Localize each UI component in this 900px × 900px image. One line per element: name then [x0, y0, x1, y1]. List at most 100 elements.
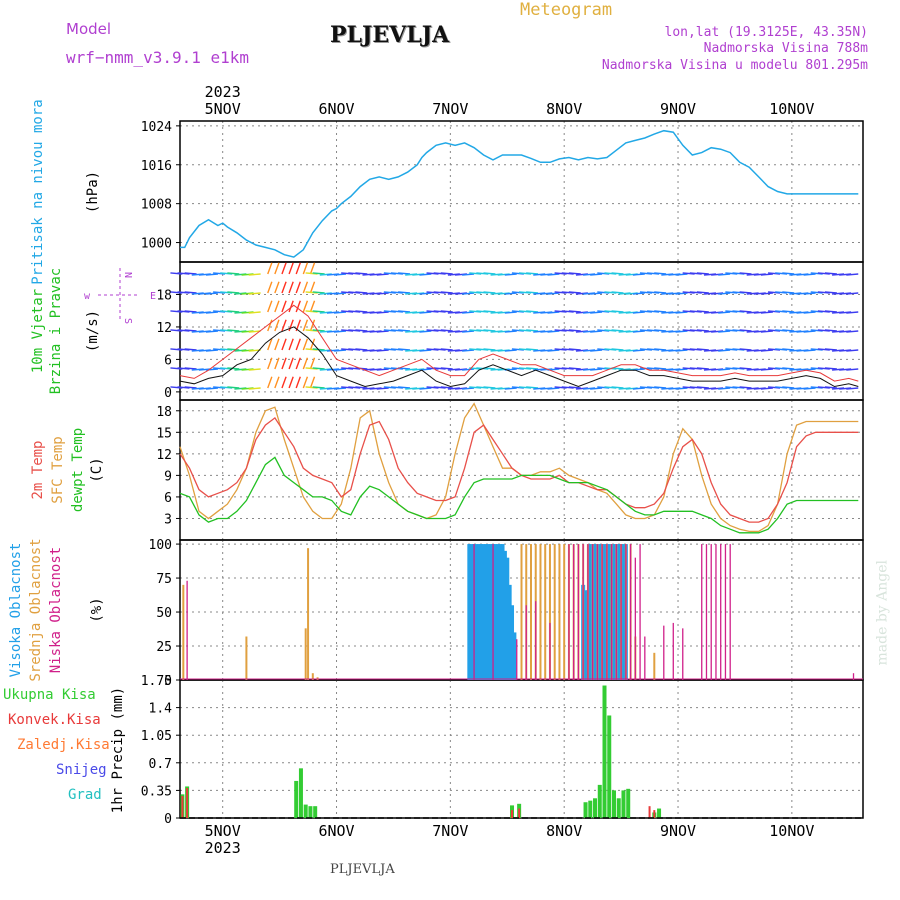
wind-arrow [419, 311, 432, 314]
wind-arrow [632, 330, 645, 333]
wind-arrow [675, 368, 688, 371]
panel-frame [179, 120, 864, 263]
wind-arrow [739, 310, 752, 313]
ytick-label: 50 [156, 606, 172, 621]
wind-arrow [309, 300, 316, 313]
wind-arrow [267, 338, 273, 351]
cloud-bar [606, 544, 608, 680]
wind-arrow [803, 292, 816, 295]
wind-arrow [590, 292, 603, 295]
wind-arrow [824, 329, 837, 332]
wind-arrow [227, 310, 240, 313]
wind-gust-line [179, 304, 859, 382]
precip-bar [621, 790, 626, 818]
cloud-bar [615, 544, 618, 680]
wind-arrow [824, 386, 837, 389]
day-label-bottom: 6NOV [318, 822, 354, 840]
wind-arrow [281, 357, 287, 370]
wind-arrow [419, 387, 432, 390]
wind-arrow [462, 330, 475, 333]
wind-arrow [398, 348, 411, 351]
wind-arrow [355, 386, 368, 389]
elevation-text: Nadmorska Visina 788m [703, 41, 868, 56]
wind-arrow [295, 357, 301, 370]
wind-arrow [782, 291, 795, 294]
wind-arrow [295, 338, 301, 351]
precip-bar [616, 798, 621, 818]
cloud-bar [469, 544, 474, 680]
wind-arrow [419, 273, 432, 276]
wind-arrow [333, 292, 347, 295]
ytick-label: 1024 [141, 120, 172, 135]
lonlat-text: lon,lat (19.3125E, 43.35N) [664, 25, 869, 40]
wind-arrow [675, 349, 688, 352]
cloud-bar [558, 544, 561, 680]
cloud-bar [498, 544, 503, 680]
wind-arrow [632, 292, 645, 295]
wind-arrow [267, 281, 273, 294]
wind-arrow [483, 310, 496, 313]
wind-arrow [248, 311, 261, 314]
wind-arrow [760, 330, 773, 333]
wind-speed-line [179, 326, 859, 388]
wind-arrow [309, 357, 316, 370]
wind-arrow [288, 300, 294, 313]
cloud-bar [653, 652, 656, 680]
cloud-bar [573, 544, 575, 680]
cloud-bar [729, 544, 731, 680]
compass-glyph: w E N S [84, 268, 156, 324]
wind-arrow [718, 387, 731, 390]
wind-arrow [803, 330, 816, 333]
cloud-bar [593, 544, 598, 680]
precip-bar [308, 806, 313, 818]
wind-arrow [205, 292, 219, 295]
compass-north: N [122, 272, 133, 278]
wind-arrow [184, 386, 197, 389]
wind-arrow [309, 262, 316, 275]
wind-arrow [419, 330, 432, 333]
wind-arrow [824, 291, 837, 294]
wind-arrow [568, 367, 581, 370]
wind-arrow [590, 368, 603, 371]
wind-arrow [267, 300, 273, 313]
wind-arrow [462, 387, 475, 390]
wind-arrow [274, 376, 280, 389]
wind-arrow [568, 348, 581, 351]
model-name: wrf−nmm_v3.9.1 e1km [66, 48, 250, 67]
wind-arrow [611, 329, 624, 332]
wind-arrow [739, 272, 752, 275]
wind-arrow [227, 329, 240, 332]
cloud-bar [629, 544, 632, 680]
compass-south: S [122, 318, 133, 324]
ytick-label: 6 [164, 491, 172, 506]
wind-arrow [696, 310, 709, 313]
cloud-bar [486, 544, 491, 680]
wind-arrow [846, 368, 859, 371]
wind-arrow [632, 311, 645, 314]
pressure-line [180, 129, 859, 258]
wind-arrow [654, 348, 667, 351]
pressure-unit: (hPa) [85, 171, 101, 213]
wind-arrow [288, 262, 294, 275]
wind-arrow [824, 348, 837, 351]
wind-arrow [267, 319, 273, 332]
wind-arrow [568, 329, 581, 332]
wind-arrow [590, 330, 603, 333]
panel-frame [179, 399, 864, 541]
cloud-bar [682, 628, 684, 680]
cloud-bar [620, 544, 622, 680]
wind-arrow [568, 272, 581, 275]
wind-arrow [205, 368, 219, 371]
wind-arrow [295, 262, 301, 275]
wind-arrow [846, 349, 859, 352]
wind-arrow [526, 386, 539, 389]
cloud-bar [644, 636, 646, 680]
wind-unit: (m/s) [85, 310, 101, 352]
wind-arrow [696, 272, 709, 275]
cloud-bar [621, 544, 626, 680]
ytick-label: 0.7 [149, 757, 172, 772]
cloud-bar [307, 548, 310, 680]
cloud-bar [473, 544, 475, 680]
cloud-bar [304, 628, 307, 680]
precip-bar [648, 806, 651, 818]
